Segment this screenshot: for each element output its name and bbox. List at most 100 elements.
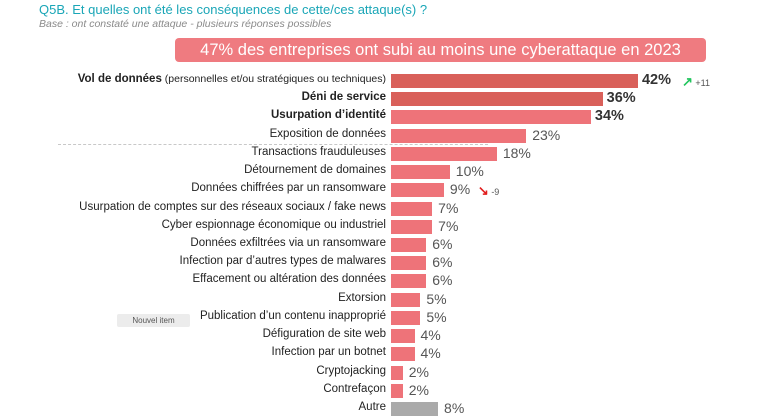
category-label-bold: Vol de données bbox=[77, 73, 162, 85]
category-label-text: Données chiffrées par un ransomware bbox=[191, 182, 386, 195]
category-label: Détournement de domaines bbox=[244, 164, 386, 176]
category-label: Exposition de données bbox=[270, 128, 386, 140]
chart-row: Contrefaçon 2% bbox=[0, 382, 768, 400]
chart-row: Cryptojacking 2% bbox=[0, 364, 768, 382]
value-label: 4% bbox=[420, 327, 441, 344]
bar bbox=[391, 329, 415, 344]
category-label-text: Autre bbox=[358, 400, 387, 413]
value-label: 2% bbox=[408, 381, 429, 398]
separator bbox=[58, 144, 488, 145]
value-label: 6% bbox=[432, 254, 453, 271]
category-label: Cryptojacking bbox=[316, 365, 386, 377]
chart-row: Vol de données (personnelles et/ou strat… bbox=[0, 72, 768, 90]
chart-row: Autre 8% bbox=[0, 400, 768, 418]
value-label: 9% bbox=[449, 181, 471, 198]
value-label: 7% bbox=[438, 199, 459, 216]
bar bbox=[391, 401, 439, 416]
value-label: 10% bbox=[455, 163, 484, 180]
question-title: Q5B. Et quelles ont été les conséquences… bbox=[39, 2, 428, 17]
value-label: 2% bbox=[408, 363, 429, 380]
chart-row: Infection par un botnet 4% bbox=[0, 345, 768, 363]
chart-row: Détournement de domaines 10% bbox=[0, 163, 768, 181]
bar bbox=[391, 92, 603, 107]
bar bbox=[391, 365, 403, 380]
category-label: Effacement ou altération des données bbox=[192, 273, 386, 285]
bar bbox=[391, 237, 427, 252]
chart-row: Déni de service 36% bbox=[0, 90, 768, 108]
category-label: Usurpation de comptes sur des réseaux so… bbox=[79, 201, 386, 213]
category-label-text: Cyber espionnage économique ou industrie… bbox=[161, 218, 386, 231]
category-label-text: Extorsion bbox=[338, 291, 386, 304]
category-label: Cyber espionnage économique ou industrie… bbox=[162, 219, 386, 231]
category-label-text: (personnelles et/ou stratégiques ou tech… bbox=[161, 73, 386, 85]
category-label-text: Infection par un botnet bbox=[271, 346, 386, 359]
change-label: -9 bbox=[488, 187, 500, 198]
value-label: 6% bbox=[432, 235, 453, 252]
category-label-text: Publication d’un contenu inapproprié bbox=[199, 309, 386, 322]
value-label: 5% bbox=[426, 290, 447, 307]
value-label: 7% bbox=[438, 217, 459, 234]
chart-row: Effacement ou altération des données 6% bbox=[0, 272, 768, 290]
chart-row: Données chiffrées par un ransomware 9% ↘ -… bbox=[0, 181, 768, 199]
category-label-text: Usurpation de comptes sur des réseaux so… bbox=[79, 200, 386, 213]
category-label-bold: Usurpation d’identité bbox=[271, 109, 386, 122]
category-label-text: Détournement de domaines bbox=[244, 164, 386, 177]
change-indicator: ↘ -9 bbox=[478, 183, 499, 199]
value-label: 42% bbox=[641, 72, 671, 88]
bar bbox=[391, 74, 638, 88]
value-label: 4% bbox=[420, 345, 441, 362]
bar bbox=[391, 310, 421, 325]
category-label-text: Transactions frauduleuses bbox=[251, 145, 386, 158]
category-label: Données exfiltrées via un ransomware bbox=[190, 237, 386, 249]
arrow-down-icon: ↘ bbox=[477, 183, 489, 199]
value-label: 18% bbox=[502, 144, 531, 161]
bar bbox=[391, 292, 421, 307]
category-label: Usurpation d’identité bbox=[271, 109, 386, 121]
category-label-text: Exposition de données bbox=[269, 127, 386, 140]
bar bbox=[391, 128, 527, 143]
value-label: 5% bbox=[426, 308, 447, 325]
chart-row: Infection par d’autres types de malwares… bbox=[0, 254, 768, 272]
category-label: Infection par un botnet bbox=[272, 346, 386, 358]
category-label: Déni de service bbox=[302, 91, 386, 103]
bar bbox=[391, 110, 591, 125]
category-label: Extorsion bbox=[338, 292, 386, 304]
value-label: 23% bbox=[532, 126, 561, 143]
bar bbox=[391, 347, 415, 362]
category-label-text: Cryptojacking bbox=[316, 364, 386, 377]
chart-row: Transactions frauduleuses 18% bbox=[0, 145, 768, 163]
chart-row: Cyber espionnage économique ou industrie… bbox=[0, 218, 768, 236]
bar bbox=[391, 201, 433, 216]
category-label: Contrefaçon bbox=[323, 383, 386, 395]
category-label: Infection par d’autres types de malwares bbox=[180, 255, 386, 267]
arrow-up-icon: ↗ bbox=[681, 74, 693, 89]
bar bbox=[391, 146, 497, 161]
value-label: 6% bbox=[432, 272, 453, 289]
bar bbox=[391, 274, 427, 289]
new-item-badge: Nouvel item bbox=[117, 314, 190, 327]
category-label-text: Infection par d’autres types de malwares bbox=[179, 255, 386, 268]
bar bbox=[391, 165, 450, 180]
category-label: Autre bbox=[359, 401, 387, 413]
bar bbox=[391, 383, 403, 398]
category-label-bold: Déni de service bbox=[301, 91, 386, 104]
bar bbox=[391, 219, 433, 234]
chart-row: Défiguration de site web 4% bbox=[0, 327, 768, 345]
category-label-text: Contrefaçon bbox=[323, 382, 386, 395]
chart-row: Usurpation d’identité 34% bbox=[0, 108, 768, 126]
category-label: Données chiffrées par un ransomware bbox=[191, 182, 386, 194]
chart-row: Extorsion 5% bbox=[0, 291, 768, 309]
bar bbox=[391, 256, 427, 271]
change-label: +11 bbox=[692, 78, 710, 88]
base-note: Base : ont constaté une attaque - plusie… bbox=[39, 18, 332, 30]
category-label: Vol de données (personnelles et/ou strat… bbox=[78, 73, 386, 85]
chart-row: Données exfiltrées via un ransomware 6% bbox=[0, 236, 768, 254]
chart-row: Exposition de données 23% bbox=[0, 127, 768, 145]
value-label: 34% bbox=[594, 108, 624, 125]
chart-row: Publication d’un contenu inapproprié 5% bbox=[0, 309, 768, 327]
change-indicator: ↗ +11 bbox=[682, 74, 710, 90]
category-label: Défiguration de site web bbox=[263, 328, 386, 340]
category-label-text: Données exfiltrées via un ransomware bbox=[190, 236, 386, 249]
value-label: 36% bbox=[606, 90, 636, 107]
category-label: Publication d’un contenu inapproprié bbox=[200, 310, 386, 322]
